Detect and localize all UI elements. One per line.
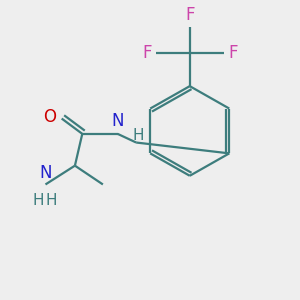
Text: F: F bbox=[185, 6, 194, 24]
Text: N: N bbox=[39, 164, 52, 181]
Text: H: H bbox=[132, 128, 144, 143]
Text: F: F bbox=[142, 44, 152, 62]
Text: H: H bbox=[32, 193, 44, 208]
Text: O: O bbox=[44, 108, 56, 126]
Text: H: H bbox=[46, 193, 57, 208]
Text: N: N bbox=[111, 112, 124, 130]
Text: F: F bbox=[228, 44, 238, 62]
